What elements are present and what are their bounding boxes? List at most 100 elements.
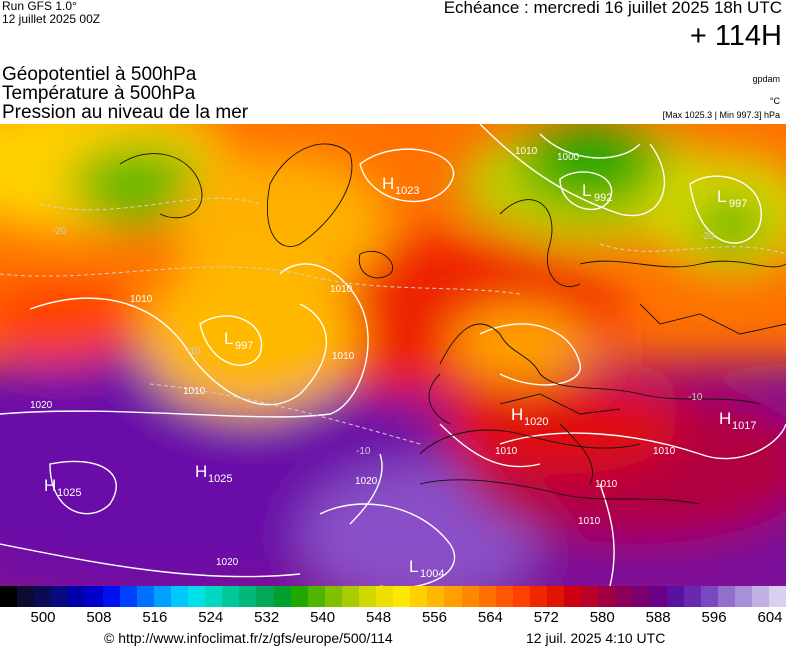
isobar-label: 1020 bbox=[216, 557, 239, 568]
color-scale-swatch bbox=[444, 586, 462, 607]
isobar-label: 1020 bbox=[355, 476, 378, 487]
pressure-center-type: L bbox=[582, 181, 591, 200]
isobar-label: 1010 bbox=[653, 446, 676, 457]
color-scale-swatch bbox=[769, 586, 786, 607]
pressure-centers: H 1023 L 992 L 997 L 997 H 1020 H 1017 H… bbox=[44, 174, 756, 580]
color-scale-swatch bbox=[17, 586, 35, 607]
run-date: 12 juillet 2025 00Z bbox=[2, 12, 101, 26]
color-scale-tick: 604 bbox=[757, 609, 783, 626]
color-scale-swatch bbox=[564, 586, 582, 607]
pressure-center-type: H bbox=[511, 405, 523, 424]
color-scale-swatch bbox=[376, 586, 394, 607]
isotherm-label: -10 bbox=[356, 446, 371, 457]
color-scale-tick: 540 bbox=[310, 609, 336, 626]
color-scale-swatch bbox=[581, 586, 599, 607]
pressure-center-value: 1020 bbox=[524, 416, 548, 428]
color-scale bbox=[0, 586, 786, 607]
color-scale-swatch bbox=[341, 586, 359, 607]
unit-temperature: °C bbox=[769, 96, 780, 106]
color-scale-swatch bbox=[188, 586, 206, 607]
color-scale-swatch bbox=[0, 586, 18, 607]
color-scale-swatch bbox=[239, 586, 257, 607]
isotherm-label: -10 bbox=[186, 346, 201, 357]
pressure-center-value: 1025 bbox=[57, 487, 81, 499]
pressure-center-type: L bbox=[717, 187, 726, 206]
lead-time: + 114H bbox=[689, 20, 782, 52]
color-scale-swatch bbox=[358, 586, 377, 607]
isotherm-label: -20 bbox=[52, 226, 67, 237]
isobar-label: 1010 bbox=[130, 294, 153, 305]
pressure-center-value: 992 bbox=[594, 192, 612, 204]
color-scale-swatch bbox=[478, 586, 496, 607]
color-scale-swatch bbox=[324, 586, 342, 607]
unit-geopotential: gpdam bbox=[752, 74, 780, 84]
color-scale-swatch bbox=[529, 586, 547, 607]
isobars bbox=[0, 124, 786, 586]
color-scale-tick: 564 bbox=[477, 609, 503, 626]
unit-pressure-range: [Max 1025.3 | Min 997.3] hPa bbox=[662, 110, 780, 120]
forecast-valid-time: Echéance : mercredi 16 juillet 2025 18h … bbox=[443, 0, 782, 17]
color-scale-swatch bbox=[307, 586, 325, 607]
color-scale-swatch bbox=[205, 586, 223, 607]
pressure-center-type: L bbox=[409, 557, 418, 576]
color-scale-tick: 596 bbox=[701, 609, 727, 626]
pressure-center-type: H bbox=[44, 476, 56, 495]
isobar-label: 1000 bbox=[557, 152, 580, 163]
title-temperature: Température à 500hPa bbox=[2, 83, 196, 104]
color-scale-swatch bbox=[119, 586, 137, 607]
color-scale-swatch bbox=[717, 586, 736, 607]
pressure-center-type: H bbox=[382, 174, 394, 193]
color-scale-swatch bbox=[666, 586, 684, 607]
isobar-label: 1010 bbox=[183, 386, 206, 397]
contour-labels: 1010 1000 1010 1010 1010 1010 1020 1010 … bbox=[30, 146, 715, 568]
pressure-center-value: 997 bbox=[729, 198, 747, 210]
color-scale-swatch bbox=[136, 586, 154, 607]
color-scale-swatch bbox=[752, 586, 770, 607]
color-scale-tick: 580 bbox=[589, 609, 615, 626]
run-label: Run GFS 1.0° bbox=[2, 0, 77, 13]
color-scale-tick: 500 bbox=[30, 609, 56, 626]
pressure-center-type: H bbox=[195, 462, 207, 481]
color-scale-swatch bbox=[256, 586, 274, 607]
color-scale-swatch bbox=[649, 586, 667, 607]
isotherm-label: -20 bbox=[700, 231, 715, 242]
color-scale-swatch bbox=[461, 586, 479, 607]
source-credit: © http://www.infoclimat.fr/z/gfs/europe/… bbox=[104, 630, 393, 646]
color-scale-tick: 588 bbox=[645, 609, 671, 626]
weather-map: 1010 1000 1010 1010 1010 1010 1020 1010 … bbox=[0, 124, 786, 586]
title-pressure: Pression au niveau de la mer bbox=[2, 102, 249, 123]
color-scale-swatch bbox=[598, 586, 616, 607]
color-scale-swatch bbox=[615, 586, 633, 607]
color-scale-swatch bbox=[683, 586, 701, 607]
isobar-label: 1020 bbox=[30, 400, 53, 411]
color-scale-swatch bbox=[410, 586, 428, 607]
isobar-label: 1010 bbox=[332, 351, 355, 362]
geopotential-field bbox=[0, 124, 786, 586]
pressure-center-value: 1025 bbox=[208, 473, 232, 485]
color-scale-swatch bbox=[290, 586, 308, 607]
pressure-center-value: 1023 bbox=[395, 185, 419, 197]
color-scale-ticks: 500 508 516 524 532 540 548 556 564 572 580 588 596 6… bbox=[0, 609, 786, 629]
color-scale-swatch bbox=[735, 586, 753, 607]
color-scale-swatch bbox=[393, 586, 411, 607]
color-scale-swatch bbox=[273, 586, 291, 607]
title-geopotential: Géopotentiel à 500hPa bbox=[2, 64, 197, 85]
color-scale-swatch bbox=[68, 586, 86, 607]
color-scale-tick: 556 bbox=[421, 609, 447, 626]
pressure-center-type: H bbox=[719, 409, 731, 428]
color-scale-swatch bbox=[700, 586, 718, 607]
isobar-label: 1010 bbox=[495, 446, 518, 457]
color-scale-tick: 548 bbox=[366, 609, 392, 626]
color-scale-swatch bbox=[495, 586, 513, 607]
color-scale-swatch bbox=[170, 586, 189, 607]
coastlines bbox=[119, 143, 786, 505]
pressure-center-value: 997 bbox=[235, 340, 253, 352]
color-scale-swatch bbox=[427, 586, 445, 607]
generation-timestamp: 12 juil. 2025 4:10 UTC bbox=[526, 630, 666, 646]
pressure-center-value: 1004 bbox=[420, 568, 444, 580]
color-scale-tick: 532 bbox=[254, 609, 280, 626]
pressure-center-value: 1017 bbox=[732, 420, 756, 432]
color-scale-swatch bbox=[51, 586, 69, 607]
color-scale-swatch bbox=[547, 586, 565, 607]
color-scale-swatch bbox=[222, 586, 240, 607]
